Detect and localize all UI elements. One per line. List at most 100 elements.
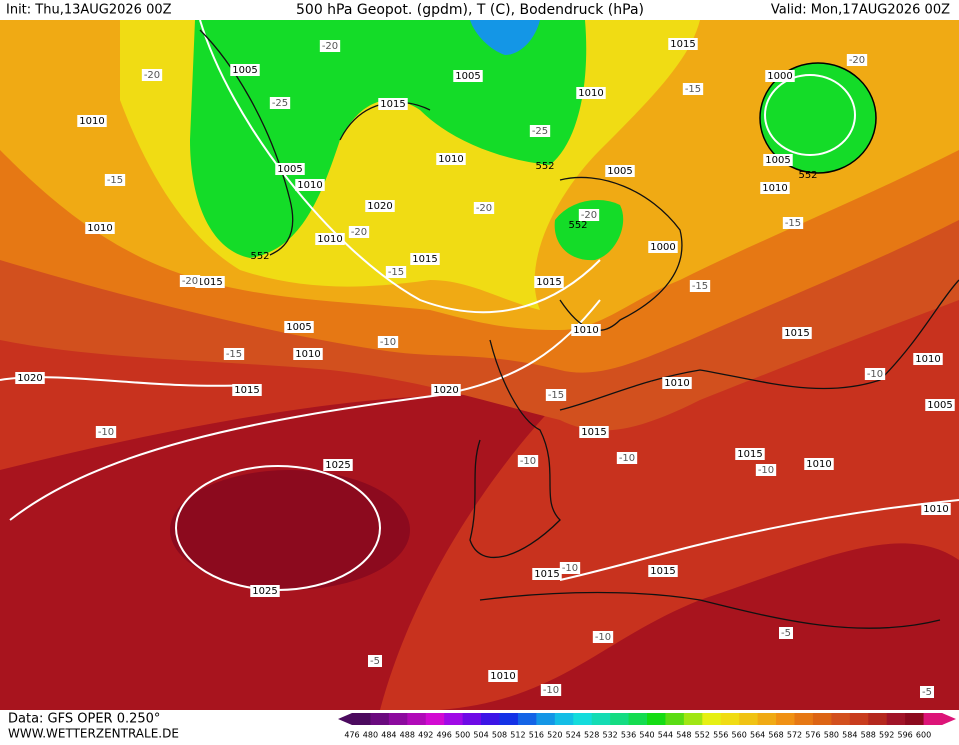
temperature-label-text: -20 (144, 70, 160, 81)
isobar-label-text: 1010 (297, 180, 322, 191)
isobar-label: 1005 (763, 154, 793, 166)
temperature-label-text: -15 (226, 349, 242, 360)
colorbar-label: 548 (676, 731, 691, 740)
temperature-label-box (779, 627, 793, 639)
isobar-label-text: 1025 (252, 586, 277, 597)
temperature-label-box (348, 226, 370, 238)
coast (479, 591, 941, 629)
colorbar-box (444, 713, 464, 725)
temperature-label-box (319, 40, 341, 52)
geopotential-label: 552 (535, 161, 554, 172)
coast (469, 339, 561, 559)
isobar-label-box (648, 241, 678, 253)
isobar-label-box (668, 38, 698, 50)
colorbar-arrow-right (942, 713, 956, 725)
temperature-label-text: -20 (476, 203, 492, 214)
temperature-label-text: -15 (785, 218, 801, 229)
contour-labels: 1005 1005 1015 1010 1010 1015 1010 1005 1010 1005… (15, 38, 955, 698)
temperature-label: -10 (517, 455, 539, 467)
isobar-label: 1010 (913, 353, 943, 365)
temperature-label-text: -15 (107, 175, 123, 186)
isobar-label-text: 1015 (650, 566, 675, 577)
isobar-label-box (77, 115, 107, 127)
field-548c (759, 62, 877, 174)
colorbar-box (831, 713, 851, 725)
geopotential-label: 552 (798, 170, 817, 181)
isobar-label: 1010 (85, 222, 115, 234)
temperature-label-text: -15 (548, 390, 564, 401)
temperature-label: -20 (473, 202, 495, 214)
colorbar-label: 540 (639, 731, 654, 740)
colorbar-box (628, 713, 648, 725)
temperature-label-text: -20 (322, 41, 338, 52)
temperature-label: -15 (545, 389, 567, 401)
isobar-label-text: 1010 (923, 504, 948, 515)
isobar-label-text: 1005 (455, 71, 480, 82)
isobar-label-text: 1010 (806, 459, 831, 470)
isobar-label-box (15, 372, 45, 384)
temperature-label-text: -10 (867, 369, 883, 380)
isobar-label-box (250, 585, 280, 597)
isobar-label-box (195, 276, 225, 288)
temperature-label: -5 (368, 655, 382, 667)
colorbar-label: 484 (381, 731, 396, 740)
isobar-label-box (760, 182, 790, 194)
temperature-label-text: -5 (370, 656, 380, 667)
isobar-label-text: 1015 (536, 277, 561, 288)
temperature-label: -10 (540, 684, 562, 696)
colorbar-label: 528 (584, 731, 599, 740)
temperature-label-text: -25 (272, 98, 288, 109)
title: 500 hPa Geopot. (gpdm), T (C), Bodendruc… (296, 2, 644, 18)
isobar-label: 1010 (576, 87, 606, 99)
colorbar-box (536, 713, 556, 725)
isobar-label-box (921, 503, 951, 515)
isobar-label-text: 1015 (784, 328, 809, 339)
colorbar-box (462, 713, 482, 725)
colorbar-box (794, 713, 814, 725)
isobar-label-text: 1010 (578, 88, 603, 99)
temperature-label-box (920, 686, 934, 698)
isobar-label-text: 1005 (607, 166, 632, 177)
temperature-label: -15 (104, 174, 126, 186)
colorbar-label: 500 (455, 731, 470, 740)
isobar-label-text: 1005 (765, 155, 790, 166)
temperature-label-box (864, 368, 886, 380)
temperature-label-box (179, 275, 201, 287)
temperature-label-text: -5 (922, 687, 932, 698)
isobar-label-box (579, 426, 609, 438)
colorbar-label: 524 (566, 731, 581, 740)
colorbar-box (739, 713, 759, 725)
temperature-label: -25 (269, 97, 291, 109)
geopotential-label-text: 552 (568, 220, 587, 231)
colorbar-label: 592 (879, 731, 894, 740)
colorbar-label: 476 (344, 731, 359, 740)
isobar-label-box (534, 276, 564, 288)
isobar-label-box (230, 64, 260, 76)
isobar-label: 1000 (648, 241, 678, 253)
field (0, 20, 959, 710)
colorbar-label: 480 (363, 731, 378, 740)
coast (559, 279, 959, 411)
isobar-label-text: 1025 (325, 460, 350, 471)
isobar-label-text: 1015 (234, 385, 259, 396)
isobar-label-box (488, 670, 518, 682)
colorbar-label: 544 (658, 731, 673, 740)
temperature-label: -10 (95, 426, 117, 438)
isobar-label-box (315, 233, 345, 245)
geopotential-label-text: 552 (798, 170, 817, 181)
temperature-label-box (559, 562, 581, 574)
isobar-label: 1015 (668, 38, 698, 50)
isobar-label: 1010 (315, 233, 345, 245)
isobar-label-box (662, 377, 692, 389)
isobar-label: 1015 (735, 448, 765, 460)
isobar-label: 1020 (365, 200, 395, 212)
colorbar-box (665, 713, 685, 725)
field-548b (554, 200, 624, 261)
isobar-label-box (763, 154, 793, 166)
isobar-label: 1025 (323, 459, 353, 471)
colorbar-box (554, 713, 574, 725)
colorbar-arrow-left (338, 713, 352, 725)
colorbar-box (517, 713, 537, 725)
isobar-label: 1010 (77, 115, 107, 127)
